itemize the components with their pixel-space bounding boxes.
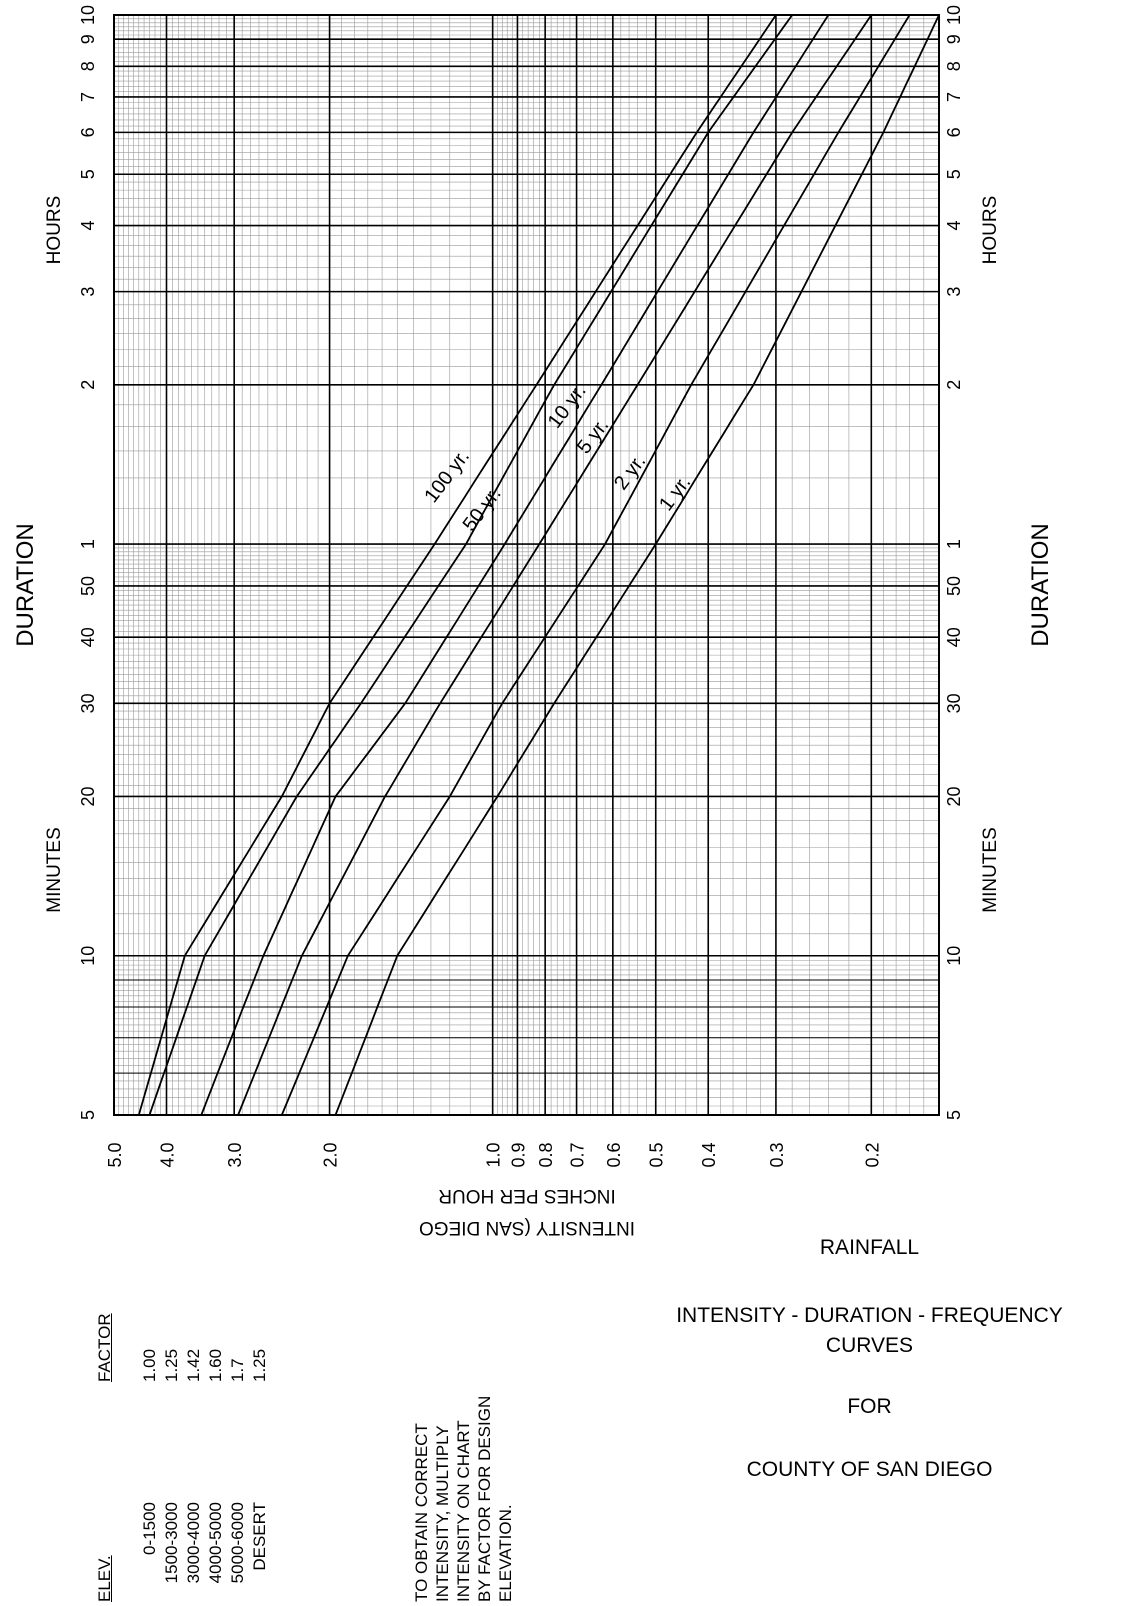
note-line: INTENSITY, MULTIPLY <box>433 1425 452 1602</box>
factor-value: 1.25 <box>250 1348 269 1382</box>
plot-frame <box>113 14 940 1116</box>
y-tick-label-left: 20 <box>78 786 98 806</box>
x-tick-label: 3.0 <box>225 1142 245 1167</box>
x-tick-label: 1.0 <box>484 1142 504 1167</box>
y-tick-label-right: 4 <box>944 221 964 231</box>
y-tick-label-right: 50 <box>944 576 964 596</box>
x-tick-label: 0.6 <box>604 1142 624 1167</box>
x-tick-label: 0.2 <box>862 1142 882 1167</box>
y-tick-label-right: 7 <box>944 92 964 102</box>
y-tick-label-right: 20 <box>944 786 964 806</box>
elev-value: 5000-6000 <box>228 1502 247 1584</box>
x-axis-title-line2: INTENSITY (SAN DIEGO <box>419 1217 635 1238</box>
y-tick-label-left: 6 <box>78 127 98 137</box>
grid-minor <box>113 14 940 1116</box>
y-units-hours-right: HOURS <box>980 196 1001 265</box>
labels: 100 yr.50 yr.10 yr.5 yr.2 yr. 1 yr.5.0 4.0… <box>12 5 1054 1238</box>
y-tick-label-right: 5 <box>944 169 964 179</box>
y-units-minutes-right: MINUTES <box>980 827 1001 913</box>
y-tick-label-left: 50 <box>78 576 98 596</box>
y-tick-label-right: 1 <box>944 539 964 549</box>
y-tick-label-left: 3 <box>78 287 98 297</box>
y-tick-label-right: 3 <box>944 287 964 297</box>
factor-value: 1.00 <box>140 1348 159 1382</box>
y-tick-label-left: 2 <box>78 380 98 390</box>
y-tick-label-right: 6 <box>944 127 964 137</box>
x-tick-label: 0.5 <box>647 1142 667 1167</box>
y-tick-label-left: 10 <box>78 5 98 25</box>
y-tick-label-left: 7 <box>78 92 98 102</box>
y-tick-label-right: 9 <box>944 34 964 44</box>
curve-50yr-yr <box>148 14 793 1116</box>
y-tick-label-right: 8 <box>944 61 964 71</box>
elev-value: 0-1500 <box>140 1502 159 1555</box>
y-tick-label-left: 10 <box>78 946 98 966</box>
x-tick-label: 0.4 <box>699 1142 719 1167</box>
x-tick-label: 0.7 <box>568 1142 588 1167</box>
y-tick-label-left: 5 <box>78 169 98 179</box>
y-tick-label-right: 30 <box>944 693 964 713</box>
y-tick-label-left: 30 <box>78 693 98 713</box>
y-tick-label-right: 10 <box>944 5 964 25</box>
curve-10yr-yr <box>200 14 830 1116</box>
y-tick-label-right: 2 <box>944 380 964 390</box>
curve-1yr-yr <box>334 14 940 1116</box>
y-tick-label-right: 10 <box>944 946 964 966</box>
title-for: FOR <box>847 1395 892 1418</box>
y-tick-label-right: 5 <box>944 1110 964 1120</box>
y-units-hours-left: HOURS <box>44 196 65 265</box>
y-tick-label-right: 40 <box>944 627 964 647</box>
x-tick-label: 0.9 <box>508 1142 528 1167</box>
factor-value: 1.60 <box>206 1348 225 1382</box>
y-tick-label-left: 9 <box>78 34 98 44</box>
x-tick-label: 0.8 <box>536 1142 556 1167</box>
factor-value: 1.25 <box>162 1348 181 1382</box>
factor-value: 1.7 <box>228 1358 247 1382</box>
elev-value: 1500-3000 <box>162 1502 181 1584</box>
curve-2yr-yr <box>280 14 911 1116</box>
title-idf: INTENSITY - DURATION - FREQUENCY <box>676 1304 1063 1327</box>
y-tick-label-left: 1 <box>78 539 98 549</box>
x-tick-label: 4.0 <box>157 1142 177 1167</box>
x-tick-label: 0.3 <box>767 1142 787 1167</box>
x-axis-title-line1: INCHES PER HOUR <box>438 1185 615 1206</box>
y-tick-label-left: 8 <box>78 61 98 71</box>
title-county: COUNTY OF SAN DIEGO <box>746 1458 993 1481</box>
y-tick-label-left: 40 <box>78 627 98 647</box>
factor-header: FACTOR <box>95 1313 114 1382</box>
note-line: BY FACTOR FOR DESIGN <box>475 1395 494 1602</box>
note-line: INTENSITY ON CHART <box>454 1420 473 1602</box>
y-tick-label-left: 4 <box>78 221 98 231</box>
elev-header: ELEV. <box>95 1555 114 1602</box>
elev-value: DESERT <box>250 1502 269 1571</box>
curve-label: 100 yr. <box>420 446 474 507</box>
title-curves: CURVES <box>825 1334 914 1357</box>
elevation-table: ELEV. FACTOR 0-1500 1.00 1500-3000 1.25 3000… <box>95 1282 305 1602</box>
y-axis-title-left: DURATION <box>12 523 39 647</box>
curves <box>137 14 940 1116</box>
elev-value: 3000-4000 <box>184 1502 203 1584</box>
idf-chart: 100 yr.50 yr.10 yr.5 yr.2 yr. 1 yr.5.0 4.0… <box>12 5 1054 1238</box>
x-tick-label: 2.0 <box>321 1142 341 1167</box>
curve-label: 50 yr. <box>459 483 506 535</box>
factor-value: 1.42 <box>184 1348 203 1382</box>
x-tick-label: 5.0 <box>105 1142 125 1167</box>
note-line: TO OBTAIN CORRECT <box>412 1423 431 1602</box>
note-block: TO OBTAIN CORRECT INTENSITY, MULTIPLY INTE… <box>412 1272 522 1602</box>
title-rainfall: RAINFALL <box>819 1236 920 1259</box>
elev-value: 4000-5000 <box>206 1502 225 1584</box>
curve-100yr-yr <box>137 14 777 1116</box>
y-axis-title-right: DURATION <box>1027 523 1054 647</box>
y-units-minutes-left: MINUTES <box>44 827 65 913</box>
curve-5yr-yr <box>237 14 873 1116</box>
note-line: ELEVATION. <box>496 1504 515 1602</box>
y-tick-label-left: 5 <box>78 1110 98 1120</box>
